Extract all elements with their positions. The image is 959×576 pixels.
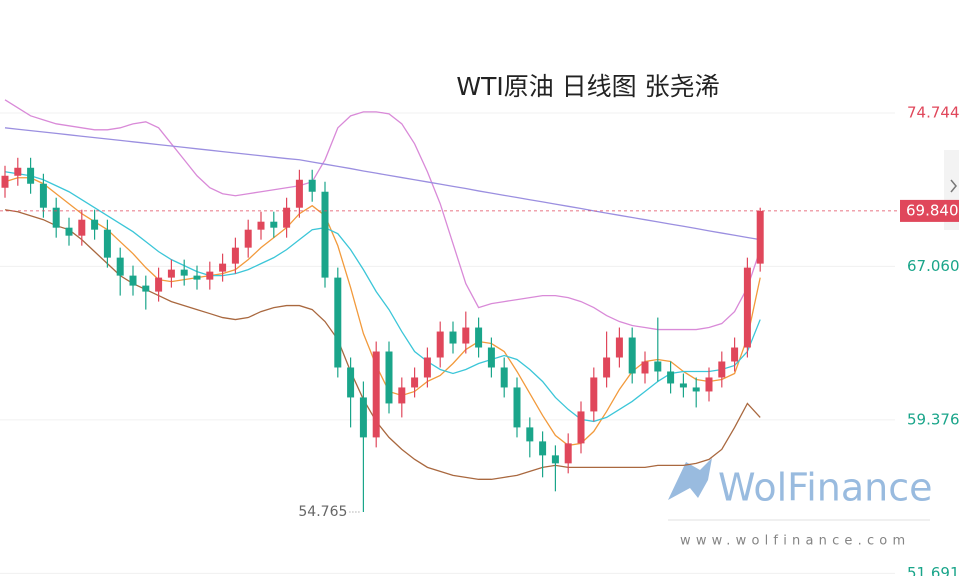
watermark: WolFinance www.wolfinance.com <box>668 458 933 549</box>
candle-body <box>91 219 99 230</box>
last-price-label: 69.840 <box>906 201 959 219</box>
candle-body <box>705 377 713 392</box>
chart-title: WTI原油 日线图 张尧浠 <box>456 72 719 101</box>
candle-body <box>551 455 559 464</box>
candle-body <box>334 277 342 368</box>
candle-body <box>411 377 419 388</box>
watermark-url: www.wolfinance.com <box>680 534 910 549</box>
y-tick-label: 51.691 <box>907 564 959 576</box>
candle-body <box>142 285 150 292</box>
low-label: 54.765 <box>298 504 347 520</box>
candle-body <box>679 383 687 388</box>
candle-body <box>270 221 278 228</box>
y-tick-label: 74.744 <box>907 103 959 121</box>
y-tick-label: 59.376 <box>907 410 959 428</box>
candle-body <box>244 229 252 248</box>
scroll-arrow[interactable] <box>950 179 957 193</box>
candle-body <box>103 229 111 258</box>
candle-body <box>500 367 508 388</box>
candle-body <box>731 347 739 362</box>
candle-body <box>78 219 86 236</box>
candle-body <box>667 371 675 384</box>
candle-body <box>692 387 700 392</box>
candle-body <box>526 427 534 442</box>
candle-body <box>436 331 444 358</box>
y-tick-label: 67.060 <box>907 257 959 275</box>
candle-body <box>475 327 483 348</box>
candle-body <box>308 179 316 192</box>
candle-body <box>449 331 457 344</box>
candle-body <box>564 443 572 464</box>
candle-body <box>116 257 124 276</box>
indicator-line <box>4 209 761 480</box>
candle-body <box>487 347 495 368</box>
candle-body <box>398 387 406 404</box>
candle-body <box>321 191 329 278</box>
candle-body <box>641 361 649 374</box>
candle-body <box>27 167 35 184</box>
candle-body <box>347 367 355 398</box>
candle-body <box>206 271 214 280</box>
last-price-box <box>900 199 959 222</box>
candle-body <box>603 357 611 378</box>
candle-body <box>654 361 662 372</box>
candle-body <box>231 247 239 264</box>
candle-body <box>129 275 137 286</box>
candle-body <box>167 269 175 278</box>
candle-body <box>180 269 188 276</box>
candle-body <box>283 207 291 228</box>
candle-body <box>756 210 764 264</box>
candle-body <box>590 377 598 412</box>
plot <box>1 99 764 512</box>
candle-body <box>577 411 585 444</box>
candle-body <box>743 267 751 348</box>
candle-body <box>193 275 201 280</box>
watermark-logo <box>668 458 712 500</box>
watermark-brand: WolFinance <box>718 466 933 510</box>
candle-body <box>1 175 9 188</box>
candle-body <box>385 351 393 404</box>
indicator-line <box>4 171 761 423</box>
indicator-line <box>4 177 761 447</box>
candle-body <box>219 263 227 272</box>
candle-body <box>257 221 265 230</box>
candle-body <box>372 351 380 438</box>
candle-body <box>628 337 636 374</box>
candle-body <box>65 227 73 236</box>
indicator-line <box>4 99 761 331</box>
candle-body <box>539 441 547 456</box>
candle-body <box>52 207 60 228</box>
candle-body <box>39 183 47 208</box>
candle-body <box>359 397 367 438</box>
candle-body <box>423 357 431 378</box>
candle-body <box>718 361 726 378</box>
candle-body <box>295 179 303 208</box>
candle-body <box>615 337 623 358</box>
candle-body <box>155 277 163 292</box>
candle-body <box>14 167 22 176</box>
candle-body <box>513 387 521 428</box>
indicator-line <box>4 127 761 241</box>
candle-body <box>462 327 470 344</box>
